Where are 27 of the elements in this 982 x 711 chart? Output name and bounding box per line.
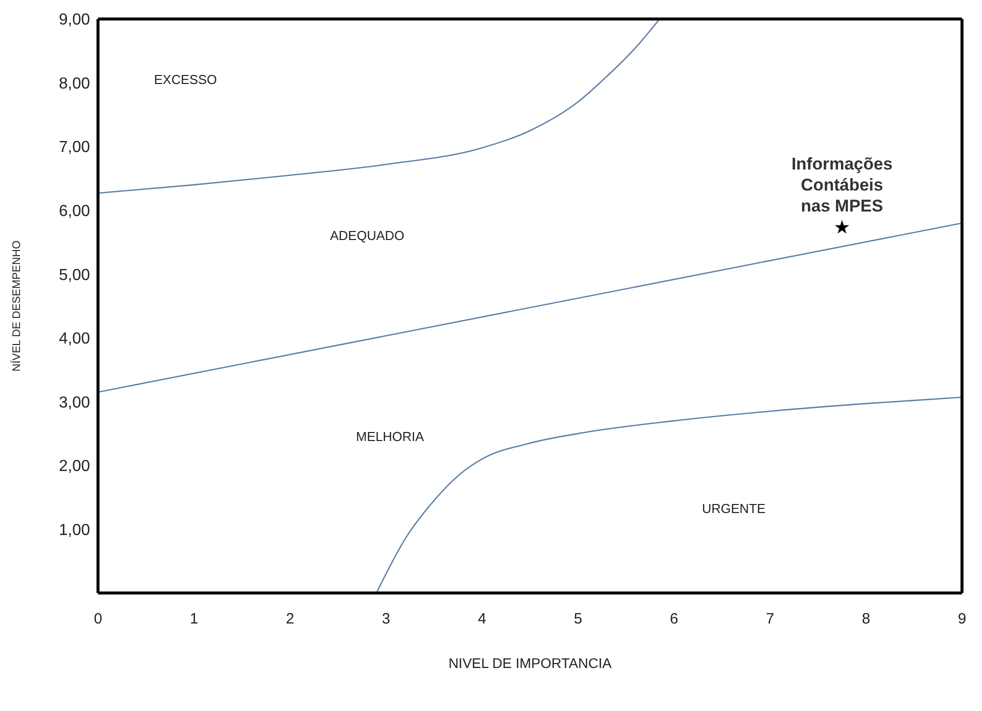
x-tick-label: 3 [382,610,390,628]
y-tick-label: 7,00 [58,139,90,156]
x-tick-label: 6 [670,610,678,628]
annotation: ADEQUADO [330,228,404,243]
y-axis-title: NÍVEL DE DESEMPENHO [10,240,23,372]
x-tick-label: 9 [958,610,966,628]
annotation: URGENTE [702,501,766,516]
y-tick-label: 4,00 [58,330,90,348]
x-tick-label: 0 [94,610,102,628]
x-tick-label: 5 [574,610,582,628]
y-tick-label: 9,00 [58,12,90,29]
x-tick-label: 2 [286,610,294,628]
y-tick-label: 3,00 [58,394,90,412]
y-tick-label: 6,00 [58,203,90,220]
x-tick-label: 7 [766,610,774,628]
annotation: MELHORIA [356,429,424,444]
x-tick-label: 4 [478,610,486,628]
x-tick-label: 8 [862,610,870,628]
annotation: EXCESSO [154,72,217,87]
y-tick-label: 8,00 [58,75,90,92]
line-series [98,19,660,194]
y-tick-label: 2,00 [58,458,90,476]
y-tick-label: 1,00 [58,522,90,539]
y-tick-label: 5,00 [58,266,90,284]
x-axis-title: NIVEL DE IMPORTANCIA [448,655,612,671]
annotation: Informações Contábeis nas MPES [791,154,893,216]
x-tick-label: 1 [190,610,198,628]
